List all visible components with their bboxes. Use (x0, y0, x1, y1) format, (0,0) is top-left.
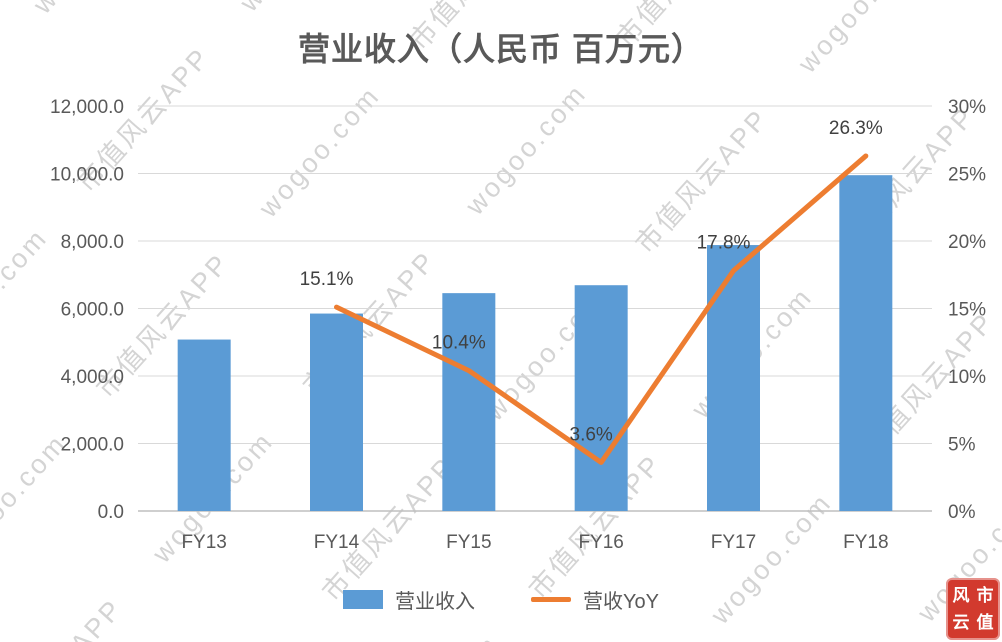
left-axis-ticks: 0.0 2,000.0 4,000.0 6,000.0 8,000.0 10,000.0 1… (50, 97, 124, 523)
x-axis-labels: FY13 FY14 FY15 FY16 FY17 FY18 (181, 532, 888, 553)
legend-label-revenue: 营业收入 (395, 591, 476, 613)
yoy-data-label: 15.1% (300, 269, 354, 290)
yoy-point-labels: 15.1% 10.4% 3.6% 17.8% 26.3% (300, 118, 883, 445)
x-axis-label: FY13 (181, 532, 226, 553)
x-axis-label: FY16 (578, 532, 623, 553)
right-axis-tick: 5% (948, 435, 976, 456)
right-axis-tick: 10% (948, 367, 986, 388)
seal-char: 市 (976, 586, 994, 605)
yoy-data-label: 3.6% (570, 424, 613, 445)
legend-label-yoy: 营收YoY (583, 591, 659, 613)
x-axis-label: FY15 (446, 532, 491, 553)
yoy-data-label: 17.8% (697, 233, 751, 254)
legend-swatch-revenue (343, 590, 384, 609)
left-axis-tick: 0.0 (98, 502, 124, 523)
bar-FY14 (310, 313, 363, 511)
bar-FY16 (574, 285, 628, 511)
x-axis-label: FY18 (843, 532, 888, 553)
bar-FY18 (839, 175, 893, 511)
yoy-line (334, 153, 869, 465)
right-axis-ticks: 0% 5% 10% 15% 20% 25% 30% (948, 97, 986, 523)
legend-item-revenue: 营业收入 (343, 585, 475, 614)
legend-swatch-yoy (531, 597, 572, 602)
chart-title: 营业收入（人民币 百万元） (298, 31, 704, 67)
seal-char: 值 (976, 613, 994, 632)
left-axis-tick: 8,000.0 (61, 232, 124, 253)
left-axis-tick: 4,000.0 (61, 367, 124, 388)
gridlines (138, 105, 932, 512)
right-axis-tick: 15% (948, 300, 986, 321)
left-axis-tick: 6,000.0 (61, 300, 124, 321)
x-axis-label: FY17 (711, 532, 756, 553)
seal-char: 云 (952, 613, 970, 632)
revenue-bars (177, 175, 893, 512)
yoy-data-label: 10.4% (432, 333, 486, 354)
left-axis-tick: 10,000.0 (50, 165, 124, 186)
legend-item-yoy: 营收YoY (531, 585, 659, 614)
brand-seal: 风市云值 (946, 578, 1000, 640)
bar-FY13 (177, 339, 231, 511)
yoy-data-label: 26.3% (829, 118, 883, 139)
right-axis-tick: 20% (948, 232, 986, 253)
left-axis-tick: 2,000.0 (61, 435, 124, 456)
right-axis-tick: 25% (948, 165, 986, 186)
chart-legend: 营业收入 营收YoY (0, 585, 1002, 614)
right-axis-tick: 0% (948, 502, 976, 523)
bar-FY17 (707, 245, 760, 512)
seal-char: 风 (952, 586, 970, 605)
right-axis-tick: 30% (948, 97, 986, 118)
x-axis-label: FY14 (314, 532, 360, 553)
left-axis-tick: 12,000.0 (50, 97, 124, 118)
bar-FY15 (442, 293, 496, 511)
